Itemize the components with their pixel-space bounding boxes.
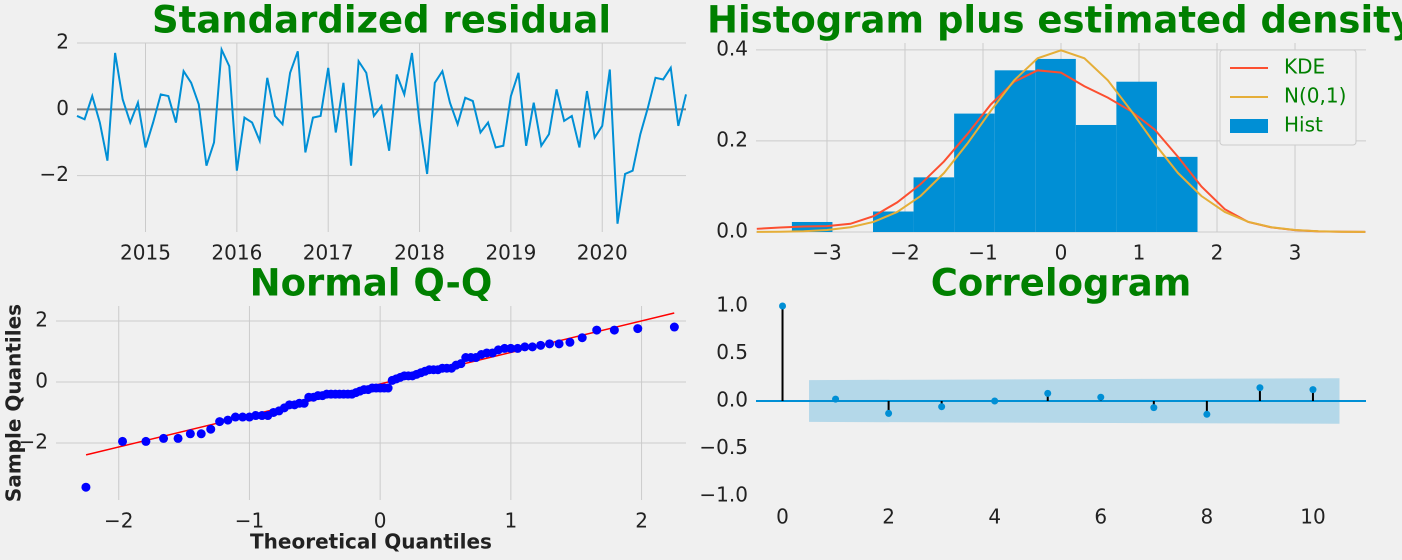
histogram-bar (954, 113, 995, 232)
qq-point (238, 412, 248, 422)
qq-point (520, 342, 530, 352)
legend-swatch (1230, 119, 1268, 133)
x-tick-label: 2 (635, 509, 648, 533)
y-tick-label: 0.0 (716, 219, 748, 243)
x-tick-label: −3 (812, 241, 841, 265)
y-tick-label: 0.0 (716, 388, 748, 412)
x-tick-label: 1 (1133, 241, 1146, 265)
qq-point (565, 337, 575, 347)
y-tick-label: 2 (35, 307, 48, 331)
y-tick-label: −2 (19, 429, 48, 453)
y-tick-label: 0.2 (716, 127, 748, 151)
histogram-bar (1116, 81, 1157, 232)
qq-point (513, 343, 523, 353)
x-tick-label: 6 (1094, 505, 1107, 529)
qq-point (609, 325, 619, 335)
histogram-bar (913, 177, 955, 232)
qq-point (206, 424, 216, 434)
histogram-bar (1035, 58, 1076, 232)
qq-point (506, 343, 516, 353)
x-tick-label: 2017 (303, 241, 354, 265)
x-tick-label: 2015 (120, 241, 171, 265)
stem-marker (991, 397, 999, 405)
qq-point (554, 339, 564, 349)
x-tick-label: 2016 (211, 241, 262, 265)
qq-point (230, 412, 240, 422)
density-line (756, 49, 1366, 233)
y-tick-label: 0 (56, 96, 69, 120)
histogram-bar (873, 211, 914, 232)
chart-title: Correlogram (931, 262, 1192, 305)
legend-label: Hist (1284, 113, 1323, 137)
legend-label: KDE (1284, 55, 1325, 79)
histogram-bar (1156, 156, 1198, 232)
line-series (76, 45, 687, 224)
x-tick-label: 3 (1289, 241, 1302, 265)
stem-marker (1309, 386, 1317, 394)
x-tick-label: 10 (1300, 505, 1325, 529)
qq-point (383, 383, 393, 393)
y-tick-label: −2 (40, 162, 69, 186)
chart-title: Normal Q-Q (250, 262, 493, 305)
legend-label: N(0,1) (1284, 84, 1346, 108)
qq-point (456, 359, 466, 369)
x-tick-label: 0 (374, 509, 387, 533)
qq-point (196, 429, 206, 439)
qq-point (159, 433, 169, 443)
qq-point (141, 436, 151, 446)
stem-marker (885, 409, 893, 417)
qq-point (592, 325, 602, 335)
x-tick-label: 2 (1211, 241, 1224, 265)
x-tick-label: 8 (1201, 505, 1214, 529)
stem-marker (779, 302, 787, 310)
x-tick-label: 2020 (577, 241, 628, 265)
x-tick-label: −2 (890, 241, 919, 265)
histogram-bar (1075, 124, 1117, 232)
x-tick-label: 1 (504, 509, 517, 533)
x-tick-label: 2 (882, 505, 895, 529)
y-tick-label: 1.0 (716, 293, 748, 317)
x-tick-label: −2 (104, 509, 133, 533)
y-tick-label: 0 (35, 368, 48, 392)
stem-marker (1203, 410, 1211, 418)
qq-point (633, 324, 643, 334)
qq-point (577, 333, 587, 343)
stem-marker (1044, 389, 1052, 397)
y-tick-label: 0.4 (716, 36, 748, 60)
x-tick-label: 2018 (394, 241, 445, 265)
y-tick-label: −0.5 (699, 435, 748, 459)
chart-title: Standardized residual (152, 0, 611, 42)
stem-marker (1150, 404, 1158, 412)
y-tick-label: −1.0 (699, 483, 748, 507)
stem-marker (938, 403, 946, 411)
x-axis-label: Theoretical Quantiles (250, 530, 492, 554)
qq-point (185, 429, 195, 439)
stem-marker (1097, 393, 1105, 401)
qq-point (669, 322, 679, 332)
qq-point (536, 340, 546, 350)
x-tick-label: −1 (968, 241, 997, 265)
qq-point (251, 411, 261, 421)
qq-point (81, 482, 91, 492)
y-axis-label: Sample Quantiles (2, 304, 26, 502)
x-tick-label: 2019 (485, 241, 536, 265)
qq-point (223, 415, 233, 425)
chart-title: Histogram plus estimated density (707, 0, 1402, 42)
qq-point (118, 436, 128, 446)
qq-point (527, 342, 537, 352)
qq-point (500, 343, 510, 353)
stem-marker (1256, 384, 1264, 392)
qq-point (173, 433, 183, 443)
qq-point (545, 339, 555, 349)
x-tick-label: 0 (1055, 241, 1068, 265)
x-tick-label: −1 (235, 509, 264, 533)
stem-marker (832, 395, 840, 403)
x-tick-label: 0 (776, 505, 789, 529)
y-tick-label: 0.5 (716, 340, 748, 364)
y-tick-label: 2 (56, 30, 69, 54)
x-tick-label: 4 (988, 505, 1001, 529)
qq-point (215, 417, 225, 427)
